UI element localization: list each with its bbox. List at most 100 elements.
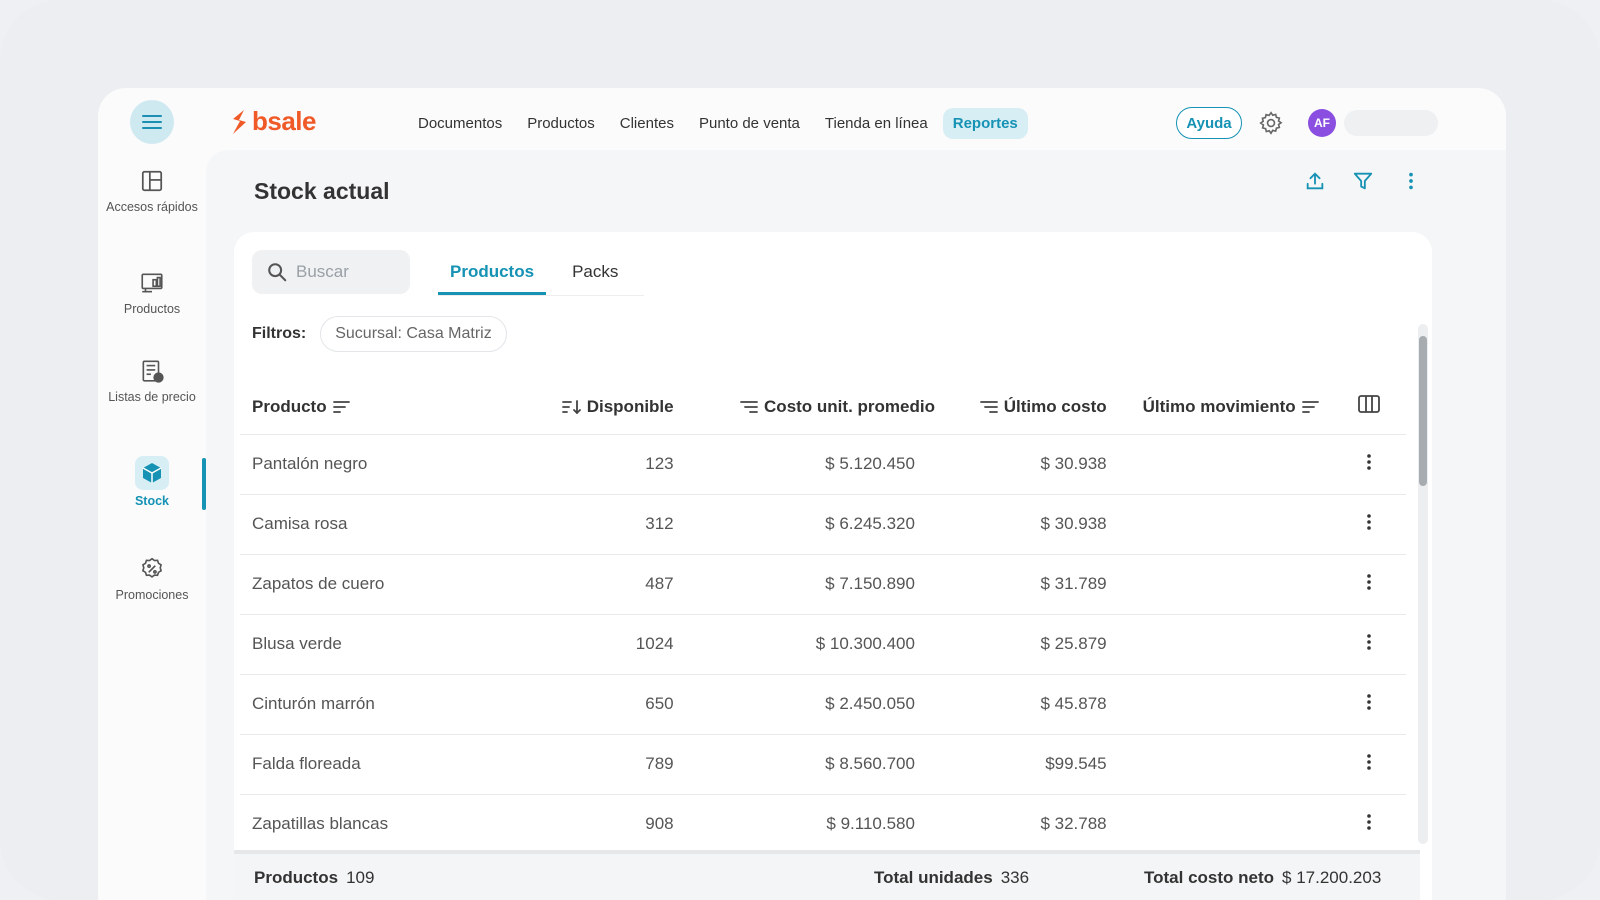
tab-productos[interactable]: Productos (438, 254, 547, 295)
sidebar-item-stock[interactable]: Stock (98, 456, 206, 509)
cell-producto: Blusa verde (240, 614, 469, 675)
filter-button[interactable] (1350, 168, 1376, 194)
filter-chip-sucursal[interactable]: Sucursal: Casa Matriz (320, 316, 507, 352)
header-label: Último movimiento (1142, 396, 1296, 416)
cell-producto: Camisa rosa (240, 494, 469, 555)
cell-costo-promedio: $ 7.150.890 (685, 554, 947, 615)
table-row[interactable]: Camisa rosa 312 $ 6.245.320 $ 30.938 (240, 494, 1406, 555)
search-input[interactable] (296, 262, 406, 282)
nav-clientes[interactable]: Clientes (619, 114, 674, 132)
stock-table: Producto Disponible Costo unit. promedio (240, 380, 1406, 855)
cell-disponible: 650 (468, 674, 686, 735)
row-actions[interactable] (1332, 554, 1406, 615)
header-ultimo-costo[interactable]: Último costo (946, 380, 1119, 435)
more-options-button[interactable] (1398, 168, 1424, 194)
header-producto[interactable]: Producto (240, 380, 469, 435)
table-row[interactable]: Pantalón negro 123 $ 5.120.450 $ 30.938 (240, 434, 1406, 495)
sort-lines-icon (333, 401, 351, 414)
filter-icon (1353, 172, 1373, 190)
cell-ultimo-movimiento (1118, 674, 1333, 735)
filters-row: Filtros: Sucursal: Casa Matriz (252, 316, 507, 352)
header-disponible[interactable]: Disponible (468, 380, 686, 435)
sidebar-item-productos[interactable]: Productos (98, 270, 206, 317)
row-actions[interactable] (1332, 434, 1406, 495)
row-actions[interactable] (1332, 674, 1406, 735)
tab-packs[interactable]: Packs (572, 262, 619, 281)
cell-ultimo-movimiento (1118, 734, 1333, 795)
export-button[interactable] (1302, 168, 1328, 194)
page-title: Stock actual (254, 178, 390, 204)
table-row[interactable]: Zapatos de cuero 487 $ 7.150.890 $ 31.78… (240, 554, 1406, 615)
brand-logo[interactable]: bsale (230, 106, 317, 137)
kebab-menu-icon (1367, 573, 1371, 590)
header-columns[interactable] (1332, 380, 1406, 435)
sidebar-item-accesos-rapidos[interactable]: Accesos rápidos (98, 168, 206, 215)
table-row[interactable]: Falda floreada 789 $ 8.560.700 $99.545 (240, 734, 1406, 795)
nav-documentos[interactable]: Documentos (418, 114, 503, 132)
sidebar-item-promociones[interactable]: Promociones (98, 556, 206, 603)
stock-card: Productos Packs Filtros: Sucursal: Casa … (234, 232, 1432, 900)
cell-producto: Pantalón negro (240, 434, 469, 495)
price-list-icon (142, 360, 164, 383)
page-actions (1302, 168, 1424, 194)
sidebar-item-label: Productos (123, 302, 181, 316)
upload-icon (1306, 172, 1324, 190)
header-label: Costo unit. promedio (764, 396, 935, 416)
nav-punto-de-venta[interactable]: Punto de venta (698, 114, 800, 132)
kebab-menu-icon (1367, 453, 1371, 470)
scrollbar-track[interactable] (1418, 324, 1428, 844)
search-box[interactable] (252, 250, 410, 294)
header-costo-promedio[interactable]: Costo unit. promedio (685, 380, 947, 435)
row-actions[interactable] (1332, 614, 1406, 675)
top-nav: Documentos Productos Clientes Punto de v… (408, 106, 1033, 140)
tab-bar: Productos Packs (438, 254, 645, 296)
sidebar-item-label: Promociones (115, 588, 189, 602)
cell-disponible: 487 (468, 554, 686, 615)
totals-footer: Productos 109 Total unidades 336 Total cos… (234, 850, 1420, 900)
cell-ultimo-costo: $ 31.789 (946, 554, 1119, 615)
scrollbar-thumb[interactable] (1419, 336, 1427, 486)
cell-costo-promedio: $ 2.450.050 (685, 674, 947, 735)
sort-lines-icon (740, 401, 759, 414)
cell-costo-promedio: $ 5.120.450 (685, 434, 947, 495)
row-actions[interactable] (1332, 734, 1406, 795)
avatar[interactable]: AF (1308, 109, 1336, 137)
search-icon (268, 263, 287, 282)
menu-button[interactable] (130, 100, 174, 144)
sidebar-item-listas-de-precio[interactable]: Listas de precio (98, 358, 206, 405)
cell-ultimo-movimiento (1118, 794, 1333, 855)
help-button[interactable]: Ayuda (1176, 107, 1242, 139)
cell-disponible: 908 (468, 794, 686, 855)
cell-ultimo-costo: $ 32.788 (946, 794, 1119, 855)
kebab-menu-icon (1367, 813, 1371, 830)
footer-value: 109 (346, 868, 375, 887)
cell-ultimo-movimiento (1118, 554, 1333, 615)
nav-productos[interactable]: Productos (527, 114, 595, 132)
cell-ultimo-costo: $ 25.879 (946, 614, 1119, 675)
nav-tienda-en-linea[interactable]: Tienda en línea (824, 114, 928, 132)
cell-producto: Zapatillas blancas (240, 794, 469, 855)
footer-value: $ 17.200.203 (1282, 868, 1382, 887)
header-label: Disponible (586, 396, 674, 416)
filters-label: Filtros: (252, 325, 307, 342)
cell-ultimo-movimiento (1118, 434, 1333, 495)
products-icon (141, 273, 163, 293)
cell-ultimo-costo: $99.545 (946, 734, 1119, 795)
kebab-menu-icon (1367, 513, 1371, 530)
cell-disponible: 312 (468, 494, 686, 555)
user-name-placeholder[interactable] (1344, 110, 1438, 136)
table-row[interactable]: Cinturón marrón 650 $ 2.450.050 $ 45.878 (240, 674, 1406, 735)
row-actions[interactable] (1332, 794, 1406, 855)
row-actions[interactable] (1332, 494, 1406, 555)
main-content: Stock actual (206, 150, 1506, 900)
table-row[interactable]: Blusa verde 1024 $ 10.300.400 $ 25.879 (240, 614, 1406, 675)
cell-costo-promedio: $ 6.245.320 (685, 494, 947, 555)
gear-icon[interactable] (1258, 110, 1284, 136)
cell-disponible: 789 (468, 734, 686, 795)
header-label: Producto (252, 396, 327, 416)
nav-reportes[interactable]: Reportes (942, 107, 1028, 139)
header-ultimo-movimiento[interactable]: Último movimiento (1118, 380, 1333, 435)
table-row[interactable]: Zapatillas blancas 908 $ 9.110.580 $ 32.… (240, 794, 1406, 855)
footer-total-costo-neto: Total costo neto $ 17.200.203 (1144, 868, 1381, 888)
sort-descending-icon (562, 400, 581, 415)
